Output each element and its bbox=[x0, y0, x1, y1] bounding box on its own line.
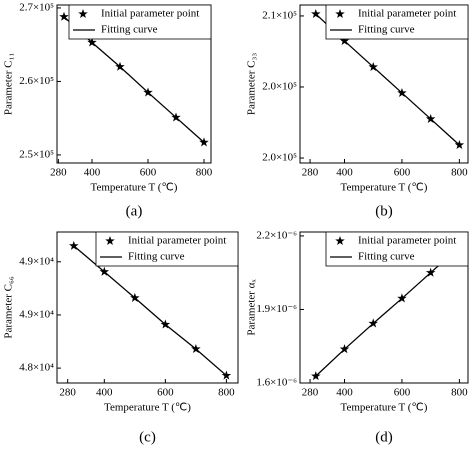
panel-label: (d) bbox=[375, 429, 393, 445]
legend-box bbox=[325, 4, 469, 40]
x-tick-label: 600 bbox=[157, 387, 174, 399]
legend-marker bbox=[335, 236, 345, 246]
x-tick-label: 600 bbox=[394, 167, 411, 179]
y-axis-title: Parameter C₃₃ bbox=[246, 53, 258, 116]
x-tick-label: 800 bbox=[196, 167, 213, 179]
y-axis-title: Parameter C₆₆ bbox=[3, 276, 15, 339]
x-tick-label: 280 bbox=[302, 387, 319, 399]
x-axis-title: Temperature T (℃) bbox=[341, 402, 428, 414]
y-tick-label: 2.5×10⁵ bbox=[19, 148, 54, 160]
y-tick-label: 2.2×10⁻⁶ bbox=[256, 229, 297, 241]
legend-label: Initial parameter point bbox=[128, 235, 226, 247]
fit-line bbox=[73, 245, 227, 377]
legend-label: Initial parameter point bbox=[358, 8, 456, 20]
y-tick-label: 4.8×10⁴ bbox=[19, 362, 54, 374]
legend-label: Fitting curve bbox=[128, 251, 185, 263]
y-tick-label: 2.0×10⁵ bbox=[262, 81, 297, 93]
x-tick-label: 800 bbox=[218, 387, 235, 399]
x-axis-title: Temperature T (℃) bbox=[341, 182, 428, 194]
y-tick-label: 4.9×10⁴ bbox=[19, 308, 54, 320]
panel-label: (a) bbox=[126, 203, 143, 219]
x-tick-label: 400 bbox=[96, 387, 113, 399]
y-tick-label: 2.0×10⁵ bbox=[262, 152, 297, 164]
x-tick-label: 400 bbox=[336, 167, 353, 179]
x-tick-label: 400 bbox=[84, 167, 101, 179]
y-axis-title: Parameter C₁₁ bbox=[3, 53, 15, 116]
legend-label: Fitting curve bbox=[358, 251, 415, 263]
x-tick-label: 800 bbox=[451, 167, 468, 179]
x-tick-label: 600 bbox=[394, 387, 411, 399]
x-axis-title: Temperature T (℃) bbox=[104, 402, 191, 414]
x-tick-label: 280 bbox=[50, 167, 67, 179]
panel-label: (b) bbox=[375, 203, 393, 219]
x-tick-label: 800 bbox=[451, 387, 468, 399]
legend-marker bbox=[335, 9, 345, 19]
legend-box bbox=[68, 4, 212, 40]
legend-box bbox=[325, 231, 469, 267]
legend-label: Fitting curve bbox=[101, 24, 158, 36]
y-tick-label: 2.1×10⁵ bbox=[262, 9, 297, 21]
y-tick-label: 2.6×10⁵ bbox=[19, 75, 54, 87]
x-tick-label: 600 bbox=[140, 167, 157, 179]
x-axis-title: Temperature T (℃) bbox=[91, 182, 178, 194]
legend-marker bbox=[105, 236, 115, 246]
data-point bbox=[59, 11, 69, 21]
y-tick-label: 4.9×10⁴ bbox=[19, 255, 54, 267]
legend-label: Initial parameter point bbox=[101, 8, 199, 20]
legend-marker bbox=[78, 9, 88, 19]
data-point bbox=[69, 240, 79, 250]
panel-label: (c) bbox=[139, 429, 156, 445]
y-tick-label: 2.7×10⁵ bbox=[19, 1, 54, 13]
legend-label: Fitting curve bbox=[358, 24, 415, 36]
x-tick-label: 280 bbox=[59, 387, 76, 399]
legend-label: Initial parameter point bbox=[358, 235, 456, 247]
x-tick-label: 280 bbox=[302, 167, 319, 179]
data-point bbox=[311, 8, 321, 18]
y-tick-label: 1.9×10⁻⁶ bbox=[256, 303, 297, 315]
y-axis-title: Parameter αₓ bbox=[246, 279, 258, 336]
y-tick-label: 1.6×10⁻⁶ bbox=[256, 377, 297, 389]
fit-line bbox=[315, 246, 460, 377]
x-tick-label: 400 bbox=[336, 387, 353, 399]
legend-box bbox=[95, 231, 239, 267]
